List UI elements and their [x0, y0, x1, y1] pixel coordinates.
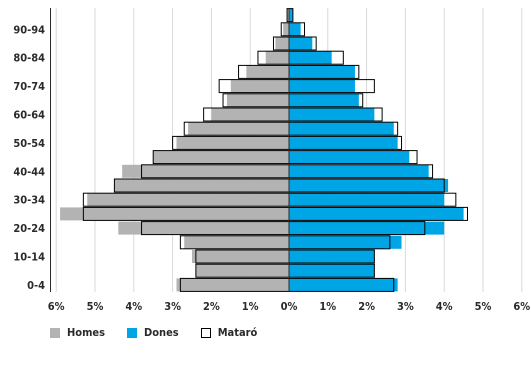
legend-item-dones: Dones — [127, 326, 179, 339]
x-tick-label: 5% — [87, 300, 104, 313]
bar-homes — [176, 278, 289, 292]
bar-dones — [289, 22, 301, 36]
y-tick-label: 80-84 — [13, 52, 45, 65]
y-tick-label: 30-34 — [13, 194, 45, 207]
bar-homes — [114, 179, 290, 192]
bar-dones — [289, 79, 355, 93]
bar-dones — [289, 193, 445, 207]
y-tick-label: 20-24 — [13, 222, 45, 235]
bar-homes — [283, 22, 289, 36]
bar-dones — [289, 136, 398, 150]
bar-homes — [287, 8, 289, 22]
x-tick-label: 3% — [397, 300, 414, 313]
legend-label-homes: Homes — [67, 326, 106, 339]
bar-homes — [230, 79, 289, 93]
bar-homes — [87, 193, 290, 207]
bar-homes — [192, 250, 289, 263]
bar-homes — [275, 37, 289, 50]
bar-homes — [176, 136, 289, 150]
bar-homes — [184, 235, 289, 249]
x-tick-label: 4% — [436, 300, 453, 313]
legend-item-mataro: Mataró — [200, 326, 258, 339]
bar-dones — [289, 207, 464, 221]
series-homes — [60, 8, 290, 292]
x-tick-label: 0% — [281, 300, 298, 313]
bar-dones — [289, 8, 293, 22]
y-tick-label: 0-4 — [27, 279, 45, 292]
x-tick-label: 5% — [475, 300, 492, 313]
bar-homes — [188, 122, 289, 136]
bar-dones — [289, 51, 332, 65]
bar-dones — [289, 264, 375, 278]
x-tick-labels: 6% 5% 4% 3% 2% 1% 0% 1% 2% 3% 4% 5% 6% — [48, 300, 530, 313]
bar-dones — [289, 278, 398, 292]
bar-dones — [289, 235, 402, 249]
legend-item-homes: Homes — [50, 326, 105, 339]
bar-dones — [289, 179, 449, 192]
chart-grid — [55, 8, 523, 292]
bar-homes — [195, 264, 289, 278]
bar-homes — [118, 221, 289, 235]
bar-dones — [289, 93, 359, 107]
bar-dones — [289, 122, 394, 136]
x-tick-label: 1% — [319, 300, 336, 313]
y-tick-label: 70-74 — [13, 80, 45, 93]
x-tick-label: 6% — [48, 300, 65, 313]
bar-homes — [246, 65, 289, 79]
bar-dones — [289, 250, 375, 263]
legend-label-dones: Dones — [144, 326, 179, 339]
bar-dones — [289, 150, 410, 164]
y-tick-label: 50-54 — [13, 137, 45, 150]
x-tick-label: 3% — [164, 300, 181, 313]
legend-swatch-homes — [50, 327, 60, 338]
bar-homes — [153, 150, 289, 164]
bar-dones — [289, 221, 445, 235]
bar-homes — [211, 108, 289, 121]
legend: Homes Dones Mataró — [50, 326, 279, 339]
legend-label-mataro: Mataró — [217, 326, 258, 339]
x-tick-label: 2% — [203, 300, 220, 313]
y-tick-label: 10-14 — [13, 251, 45, 264]
bar-homes — [265, 51, 289, 65]
bar-dones — [289, 108, 375, 121]
x-tick-label: 6% — [513, 300, 530, 313]
bar-homes — [60, 207, 289, 221]
y-tick-label: 40-44 — [13, 165, 45, 178]
y-tick-label: 60-64 — [13, 109, 45, 122]
y-tick-labels: 0-4 10-14 20-24 30-34 40-44 50-54 60-64 70-74 80… — [13, 23, 45, 292]
x-tick-label: 4% — [125, 300, 142, 313]
legend-swatch-mataro — [200, 327, 211, 338]
y-tick-label: 90-94 — [13, 23, 45, 36]
series-dones — [289, 8, 464, 292]
legend-swatch-dones — [127, 327, 138, 338]
series-mataro — [82, 8, 468, 292]
x-tick-label: 2% — [358, 300, 375, 313]
bar-dones — [289, 37, 313, 50]
x-tick-label: 1% — [242, 300, 259, 313]
bar-homes — [122, 164, 289, 178]
bar-dones — [289, 65, 355, 79]
bar-dones — [289, 164, 429, 178]
bar-homes — [226, 93, 289, 107]
